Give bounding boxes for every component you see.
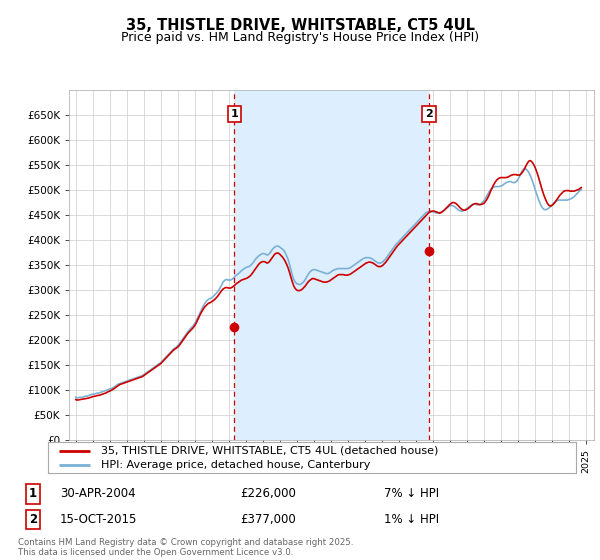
Text: 7% ↓ HPI: 7% ↓ HPI	[384, 487, 439, 501]
Text: 2: 2	[29, 513, 37, 526]
Text: 1% ↓ HPI: 1% ↓ HPI	[384, 513, 439, 526]
Text: 30-APR-2004: 30-APR-2004	[60, 487, 136, 501]
Text: 35, THISTLE DRIVE, WHITSTABLE, CT5 4UL: 35, THISTLE DRIVE, WHITSTABLE, CT5 4UL	[125, 18, 475, 33]
Text: 1: 1	[29, 487, 37, 501]
Text: HPI: Average price, detached house, Canterbury: HPI: Average price, detached house, Cant…	[101, 460, 370, 470]
Bar	[235, 90, 429, 440]
Text: Contains HM Land Registry data © Crown copyright and database right 2025.
This d: Contains HM Land Registry data © Crown c…	[18, 538, 353, 557]
Text: £377,000: £377,000	[240, 513, 296, 526]
Text: Price paid vs. HM Land Registry's House Price Index (HPI): Price paid vs. HM Land Registry's House …	[121, 31, 479, 44]
Text: 35, THISTLE DRIVE, WHITSTABLE, CT5 4UL (detached house): 35, THISTLE DRIVE, WHITSTABLE, CT5 4UL (…	[101, 446, 438, 456]
Text: 15-OCT-2015: 15-OCT-2015	[60, 513, 137, 526]
Text: 2: 2	[425, 109, 433, 119]
Text: 1: 1	[230, 109, 238, 119]
Text: £226,000: £226,000	[240, 487, 296, 501]
